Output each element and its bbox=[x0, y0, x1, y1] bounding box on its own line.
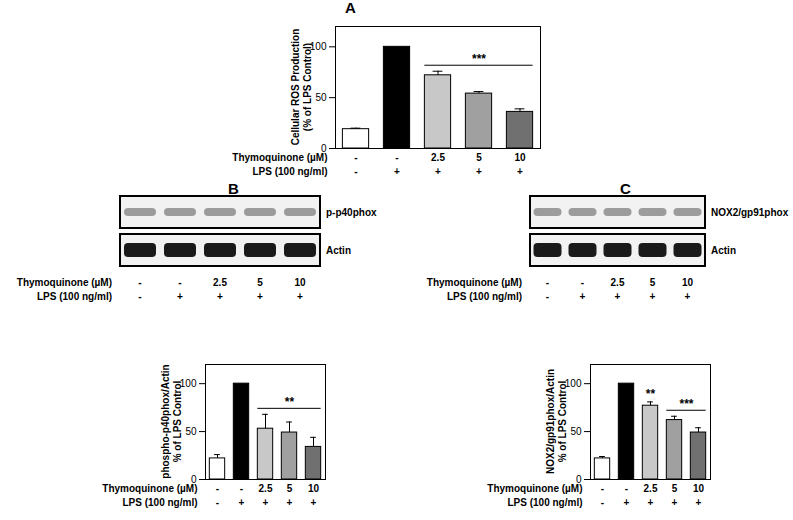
svg-text:+: + bbox=[287, 497, 293, 508]
svg-text:50: 50 bbox=[570, 426, 582, 437]
svg-text:+: + bbox=[685, 291, 691, 302]
svg-text:-: - bbox=[546, 277, 549, 288]
svg-text:NOX2/gp91phox/Actin% of LPS Co: NOX2/gp91phox/Actin% of LPS Control bbox=[545, 369, 568, 474]
svg-text:2.5: 2.5 bbox=[431, 152, 445, 163]
svg-text:Actin: Actin bbox=[326, 245, 351, 256]
svg-text:+: + bbox=[650, 291, 656, 302]
svg-text:phospho-p40phox/Actin% of LPS: phospho-p40phox/Actin% of LPS Control bbox=[160, 364, 183, 478]
svg-text:p-p40phox: p-p40phox bbox=[326, 207, 377, 218]
svg-text:2.5: 2.5 bbox=[259, 483, 273, 494]
svg-text:**: ** bbox=[285, 395, 295, 409]
svg-text:-: - bbox=[354, 166, 357, 177]
svg-text:-: - bbox=[138, 277, 141, 288]
svg-text:100: 100 bbox=[309, 41, 327, 52]
svg-text:5: 5 bbox=[476, 152, 482, 163]
svg-text:Thymoquinone (µM): Thymoquinone (µM) bbox=[487, 483, 582, 494]
svg-text:100: 100 bbox=[564, 377, 582, 389]
svg-text:+: + bbox=[615, 291, 621, 302]
svg-text:LPS (100 ng/ml): LPS (100 ng/ml) bbox=[122, 497, 197, 508]
svg-text:***: *** bbox=[679, 397, 693, 411]
svg-text:-: - bbox=[601, 483, 604, 494]
svg-text:+: + bbox=[311, 497, 317, 508]
svg-text:-: - bbox=[216, 483, 219, 494]
svg-text:**: ** bbox=[646, 387, 656, 401]
svg-text:-: - bbox=[240, 483, 243, 494]
svg-text:+: + bbox=[517, 166, 523, 177]
svg-text:-: - bbox=[354, 152, 357, 163]
svg-text:10: 10 bbox=[682, 277, 694, 288]
svg-text:0: 0 bbox=[575, 473, 582, 485]
svg-text:+: + bbox=[476, 166, 482, 177]
svg-text:Thymoquinone (µM): Thymoquinone (µM) bbox=[17, 277, 112, 288]
svg-text:10: 10 bbox=[294, 277, 306, 288]
svg-text:+: + bbox=[263, 497, 269, 508]
svg-text:+: + bbox=[394, 166, 400, 177]
svg-text:+: + bbox=[239, 497, 245, 508]
svg-text:10: 10 bbox=[308, 483, 320, 494]
html-text:B: B bbox=[228, 180, 239, 197]
svg-text:50: 50 bbox=[185, 426, 197, 437]
svg-text:0: 0 bbox=[320, 142, 327, 154]
svg-text:100: 100 bbox=[179, 377, 197, 389]
svg-text:-: - bbox=[601, 497, 604, 508]
svg-text:+: + bbox=[297, 291, 303, 302]
svg-text:+: + bbox=[696, 497, 702, 508]
svg-text:Thymoquinone (µM): Thymoquinone (µM) bbox=[102, 483, 197, 494]
svg-text:-: - bbox=[178, 277, 181, 288]
svg-text:+: + bbox=[672, 497, 678, 508]
svg-text:-: - bbox=[546, 291, 549, 302]
svg-text:5: 5 bbox=[672, 483, 678, 494]
svg-text:5: 5 bbox=[287, 483, 293, 494]
svg-text:2.5: 2.5 bbox=[644, 483, 658, 494]
svg-text:5: 5 bbox=[257, 277, 263, 288]
svg-text:2.5: 2.5 bbox=[213, 277, 227, 288]
html-text:A: A bbox=[345, 0, 356, 16]
svg-text:+: + bbox=[624, 497, 630, 508]
svg-text:-: - bbox=[625, 483, 628, 494]
svg-text:-: - bbox=[138, 291, 141, 302]
svg-text:LPS (100 ng/ml): LPS (100 ng/ml) bbox=[447, 291, 522, 302]
svg-text:10: 10 bbox=[514, 152, 526, 163]
svg-text:+: + bbox=[435, 166, 441, 177]
svg-text:-: - bbox=[216, 497, 219, 508]
svg-text:Thymoquinone (µM): Thymoquinone (µM) bbox=[232, 152, 327, 163]
svg-text:10: 10 bbox=[693, 483, 705, 494]
svg-text:Actin: Actin bbox=[711, 245, 736, 256]
svg-text:-: - bbox=[581, 277, 584, 288]
svg-text:Cellular ROS Production(% of L: Cellular ROS Production(% of LPS Control… bbox=[290, 29, 313, 146]
svg-text:***: *** bbox=[472, 52, 486, 66]
svg-text:-: - bbox=[395, 152, 398, 163]
svg-text:+: + bbox=[217, 291, 223, 302]
svg-text:+: + bbox=[648, 497, 654, 508]
svg-text:50: 50 bbox=[315, 92, 327, 103]
svg-text:NOX2/gp91phox: NOX2/gp91phox bbox=[711, 207, 789, 218]
svg-text:+: + bbox=[177, 291, 183, 302]
html-text:C: C bbox=[620, 180, 631, 197]
svg-text:+: + bbox=[257, 291, 263, 302]
svg-text:5: 5 bbox=[650, 277, 656, 288]
svg-text:LPS (100 ng/ml): LPS (100 ng/ml) bbox=[252, 166, 327, 177]
svg-text:0: 0 bbox=[190, 473, 197, 485]
svg-text:LPS (100 ng/ml): LPS (100 ng/ml) bbox=[37, 291, 112, 302]
svg-text:+: + bbox=[580, 291, 586, 302]
svg-text:LPS (100 ng/ml): LPS (100 ng/ml) bbox=[507, 497, 582, 508]
svg-text:Thymoquinone (µM): Thymoquinone (µM) bbox=[427, 277, 522, 288]
svg-text:2.5: 2.5 bbox=[611, 277, 625, 288]
